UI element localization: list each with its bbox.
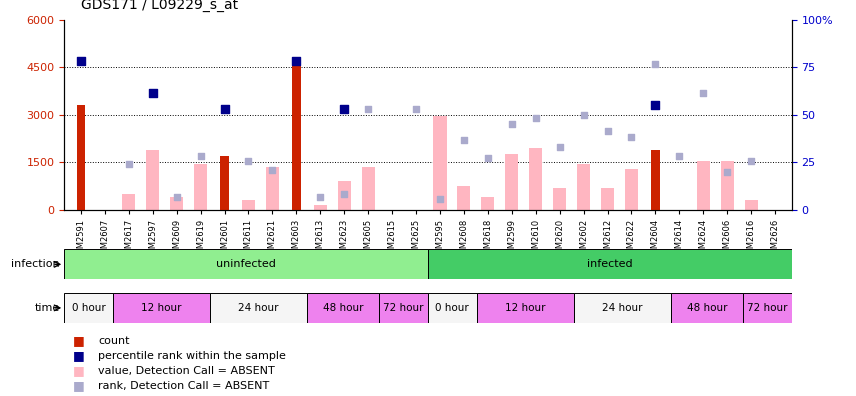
Text: 72 hour: 72 hour <box>747 303 788 313</box>
Bar <box>601 188 614 210</box>
Point <box>625 134 639 140</box>
Bar <box>477 293 574 323</box>
Text: 72 hour: 72 hour <box>383 303 424 313</box>
Bar <box>745 200 758 210</box>
Bar <box>505 154 519 210</box>
Point <box>457 137 471 143</box>
Point <box>553 143 567 150</box>
Bar <box>651 150 660 210</box>
Point <box>146 89 159 96</box>
Text: 24 hour: 24 hour <box>238 303 278 313</box>
Point <box>721 169 734 175</box>
Point <box>529 115 543 121</box>
Bar <box>529 148 543 210</box>
Text: infected: infected <box>587 259 633 269</box>
Text: 12 hour: 12 hour <box>141 303 181 313</box>
Bar <box>670 293 743 323</box>
Bar <box>266 167 279 210</box>
Text: ■: ■ <box>73 364 85 377</box>
Point <box>361 105 375 112</box>
Text: 24 hour: 24 hour <box>602 303 642 313</box>
Point <box>481 154 495 161</box>
Bar <box>553 188 566 210</box>
Bar <box>743 293 792 323</box>
Bar <box>77 105 85 210</box>
Point <box>265 167 279 173</box>
Bar <box>574 293 670 323</box>
Bar <box>146 150 159 210</box>
Point <box>122 161 135 167</box>
Point <box>409 105 423 112</box>
Point <box>697 89 710 96</box>
Point <box>313 194 327 200</box>
Point <box>649 61 663 67</box>
Bar <box>64 293 113 323</box>
Text: ■: ■ <box>73 379 85 392</box>
Text: infection: infection <box>11 259 60 269</box>
Bar <box>428 249 792 279</box>
Point <box>217 105 231 112</box>
Point <box>649 102 663 109</box>
Bar <box>313 205 327 210</box>
Bar <box>428 293 477 323</box>
Text: ■: ■ <box>73 334 85 347</box>
Point <box>169 194 183 200</box>
Bar <box>113 293 210 323</box>
Text: 0 hour: 0 hour <box>436 303 469 313</box>
Text: ■: ■ <box>73 349 85 362</box>
Point <box>577 112 591 118</box>
Bar <box>194 164 207 210</box>
Bar <box>210 293 306 323</box>
Bar <box>379 293 428 323</box>
Bar <box>433 116 447 210</box>
Point <box>289 58 303 64</box>
Bar <box>721 161 734 210</box>
Bar <box>220 156 229 210</box>
Bar <box>292 64 300 210</box>
Bar <box>64 249 428 279</box>
Bar <box>242 200 255 210</box>
Point <box>505 121 519 128</box>
Text: time: time <box>35 303 60 313</box>
Text: value, Detection Call = ABSENT: value, Detection Call = ABSENT <box>98 366 275 376</box>
Bar <box>697 161 710 210</box>
Text: GDS171 / L09229_s_at: GDS171 / L09229_s_at <box>81 0 239 12</box>
Text: 0 hour: 0 hour <box>72 303 105 313</box>
Bar <box>170 197 183 210</box>
Bar <box>337 181 351 210</box>
Text: count: count <box>98 335 130 346</box>
Bar <box>306 293 379 323</box>
Bar <box>625 169 638 210</box>
Text: percentile rank within the sample: percentile rank within the sample <box>98 350 286 361</box>
Point <box>673 153 687 159</box>
Point <box>74 58 88 64</box>
Bar <box>481 197 495 210</box>
Point <box>744 158 758 164</box>
Text: rank, Detection Call = ABSENT: rank, Detection Call = ABSENT <box>98 381 270 391</box>
Bar <box>361 167 375 210</box>
Point <box>193 153 207 159</box>
Point <box>433 196 447 202</box>
Bar <box>457 186 471 210</box>
Point <box>337 105 351 112</box>
Bar <box>577 164 590 210</box>
Text: uninfected: uninfected <box>217 259 276 269</box>
Text: 48 hour: 48 hour <box>323 303 363 313</box>
Bar <box>122 194 135 210</box>
Point <box>337 191 351 197</box>
Point <box>241 158 255 164</box>
Text: 48 hour: 48 hour <box>687 303 727 313</box>
Point <box>601 128 615 134</box>
Text: 12 hour: 12 hour <box>505 303 545 313</box>
